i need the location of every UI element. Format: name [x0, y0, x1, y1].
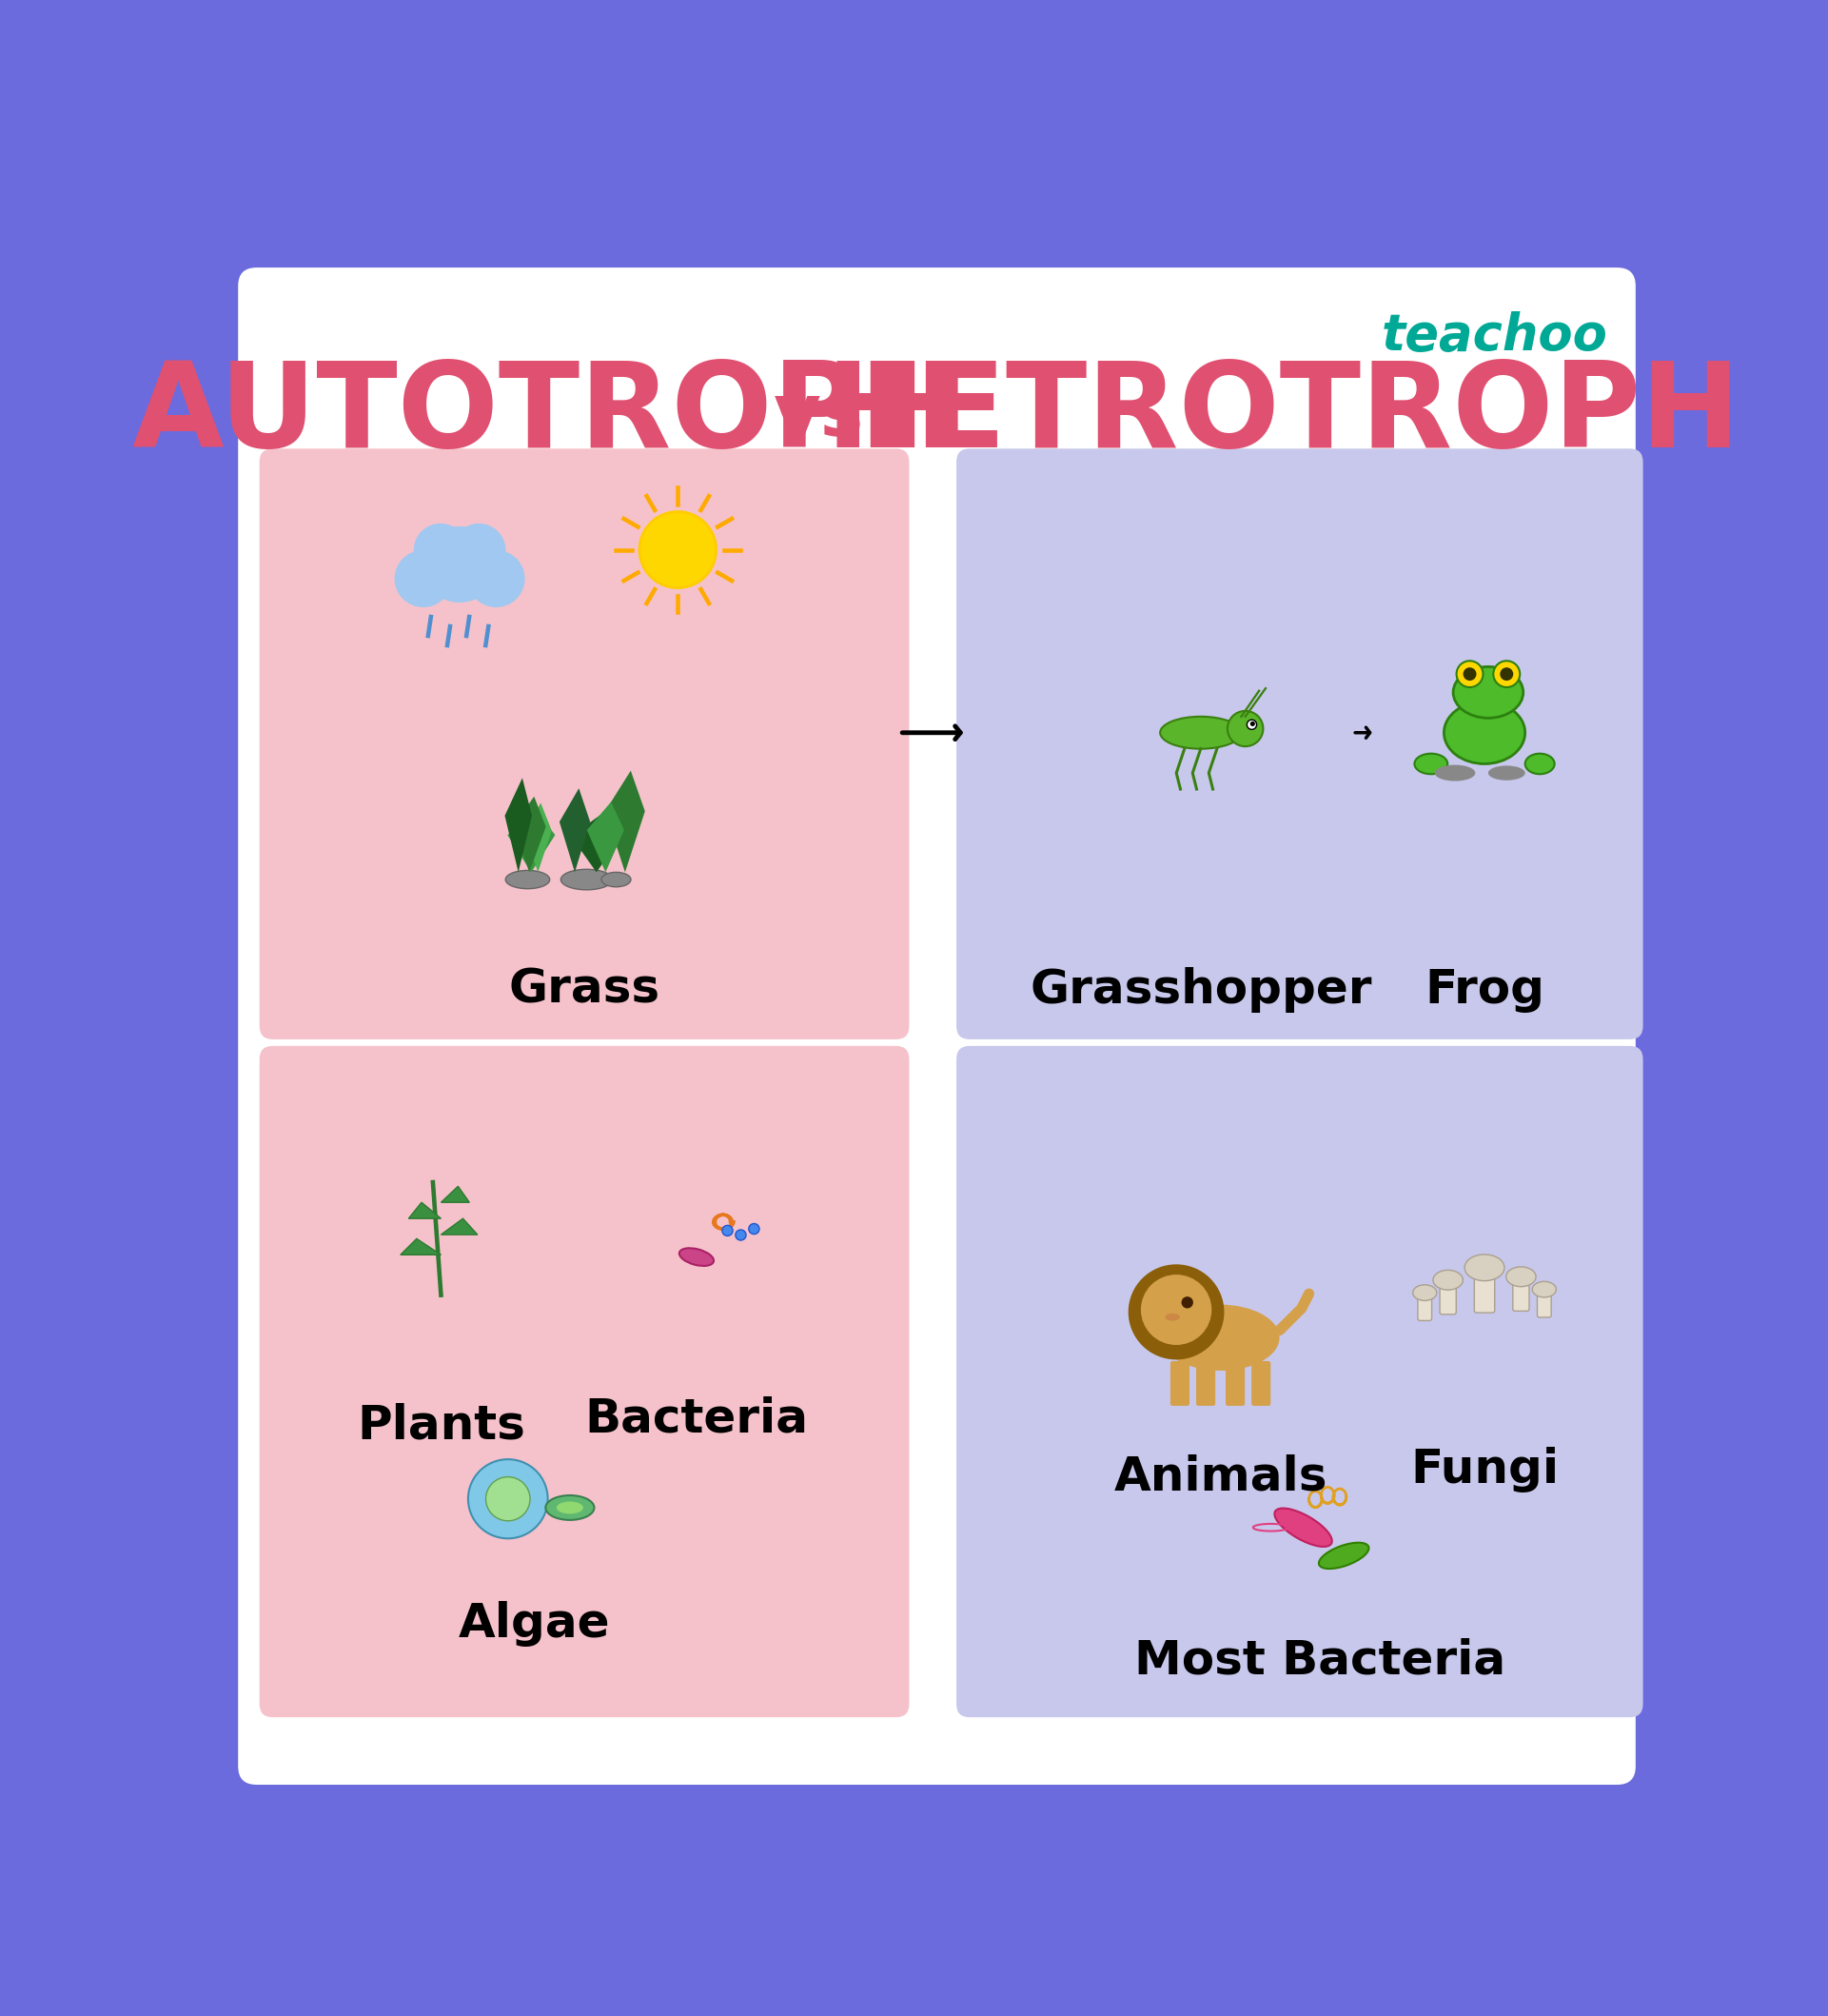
Polygon shape: [508, 810, 556, 873]
Ellipse shape: [1444, 702, 1525, 764]
Ellipse shape: [1488, 766, 1525, 780]
Circle shape: [1141, 1274, 1212, 1345]
Circle shape: [1181, 1296, 1194, 1308]
FancyBboxPatch shape: [1252, 1361, 1270, 1405]
Circle shape: [640, 512, 717, 589]
Circle shape: [735, 1230, 746, 1240]
Circle shape: [452, 524, 506, 577]
Polygon shape: [605, 770, 645, 873]
Polygon shape: [408, 1202, 441, 1218]
Circle shape: [1128, 1264, 1225, 1359]
Ellipse shape: [1413, 1284, 1437, 1300]
Text: Plants: Plants: [356, 1403, 525, 1447]
FancyBboxPatch shape: [260, 450, 909, 1040]
Ellipse shape: [1161, 716, 1241, 748]
Ellipse shape: [1318, 1542, 1369, 1568]
Ellipse shape: [1525, 754, 1554, 774]
Polygon shape: [525, 802, 552, 873]
Ellipse shape: [1164, 1314, 1179, 1320]
Ellipse shape: [556, 1502, 583, 1514]
Text: teachoo: teachoo: [1382, 312, 1607, 361]
Text: Grasshopper: Grasshopper: [1029, 966, 1371, 1012]
FancyBboxPatch shape: [260, 1046, 909, 1718]
Ellipse shape: [561, 869, 612, 889]
Circle shape: [1462, 667, 1477, 681]
FancyBboxPatch shape: [956, 1046, 1643, 1718]
Polygon shape: [514, 796, 547, 873]
Ellipse shape: [1274, 1508, 1333, 1546]
Ellipse shape: [1453, 667, 1523, 718]
Text: vs: vs: [773, 381, 865, 452]
Circle shape: [1247, 720, 1256, 730]
FancyBboxPatch shape: [1440, 1276, 1457, 1314]
Circle shape: [395, 550, 452, 607]
Ellipse shape: [506, 871, 550, 889]
Ellipse shape: [1532, 1282, 1556, 1298]
Ellipse shape: [1161, 1304, 1280, 1371]
Circle shape: [1493, 661, 1519, 687]
Text: Frog: Frog: [1424, 966, 1545, 1012]
FancyBboxPatch shape: [1475, 1262, 1495, 1312]
FancyBboxPatch shape: [1537, 1286, 1552, 1316]
Circle shape: [1501, 667, 1514, 681]
Polygon shape: [559, 788, 590, 873]
Circle shape: [468, 550, 525, 607]
Circle shape: [468, 1460, 548, 1538]
Text: Animals: Animals: [1113, 1454, 1327, 1500]
Ellipse shape: [1415, 754, 1448, 774]
FancyBboxPatch shape: [238, 268, 1636, 1784]
Circle shape: [749, 1224, 759, 1234]
Polygon shape: [570, 812, 622, 873]
Ellipse shape: [1464, 1254, 1504, 1280]
Circle shape: [486, 1478, 530, 1520]
Polygon shape: [441, 1185, 470, 1202]
FancyBboxPatch shape: [956, 450, 1643, 1040]
Text: Fungi: Fungi: [1409, 1447, 1559, 1492]
Text: Most Bacteria: Most Bacteria: [1133, 1637, 1504, 1683]
Ellipse shape: [1433, 1270, 1462, 1290]
Text: Grass: Grass: [508, 966, 660, 1012]
FancyBboxPatch shape: [1196, 1361, 1216, 1405]
Polygon shape: [400, 1238, 441, 1254]
FancyBboxPatch shape: [1225, 1361, 1245, 1405]
Ellipse shape: [1435, 764, 1475, 780]
FancyBboxPatch shape: [1514, 1272, 1530, 1310]
FancyBboxPatch shape: [1419, 1288, 1431, 1320]
Circle shape: [1250, 722, 1256, 726]
Text: Bacteria: Bacteria: [585, 1395, 808, 1441]
Circle shape: [420, 526, 497, 603]
Polygon shape: [505, 778, 532, 873]
Ellipse shape: [1506, 1266, 1536, 1286]
Polygon shape: [587, 802, 623, 873]
Ellipse shape: [680, 1248, 713, 1266]
Text: Algae: Algae: [459, 1601, 611, 1647]
Polygon shape: [441, 1218, 477, 1234]
Circle shape: [1457, 661, 1483, 687]
Circle shape: [722, 1226, 733, 1236]
Text: AUTOTROPH: AUTOTROPH: [132, 357, 960, 472]
Circle shape: [413, 524, 468, 577]
Text: HETROTROPH: HETROTROPH: [826, 357, 1740, 472]
Ellipse shape: [601, 873, 631, 887]
Circle shape: [1227, 712, 1263, 746]
Ellipse shape: [545, 1496, 594, 1520]
FancyBboxPatch shape: [1170, 1361, 1190, 1405]
